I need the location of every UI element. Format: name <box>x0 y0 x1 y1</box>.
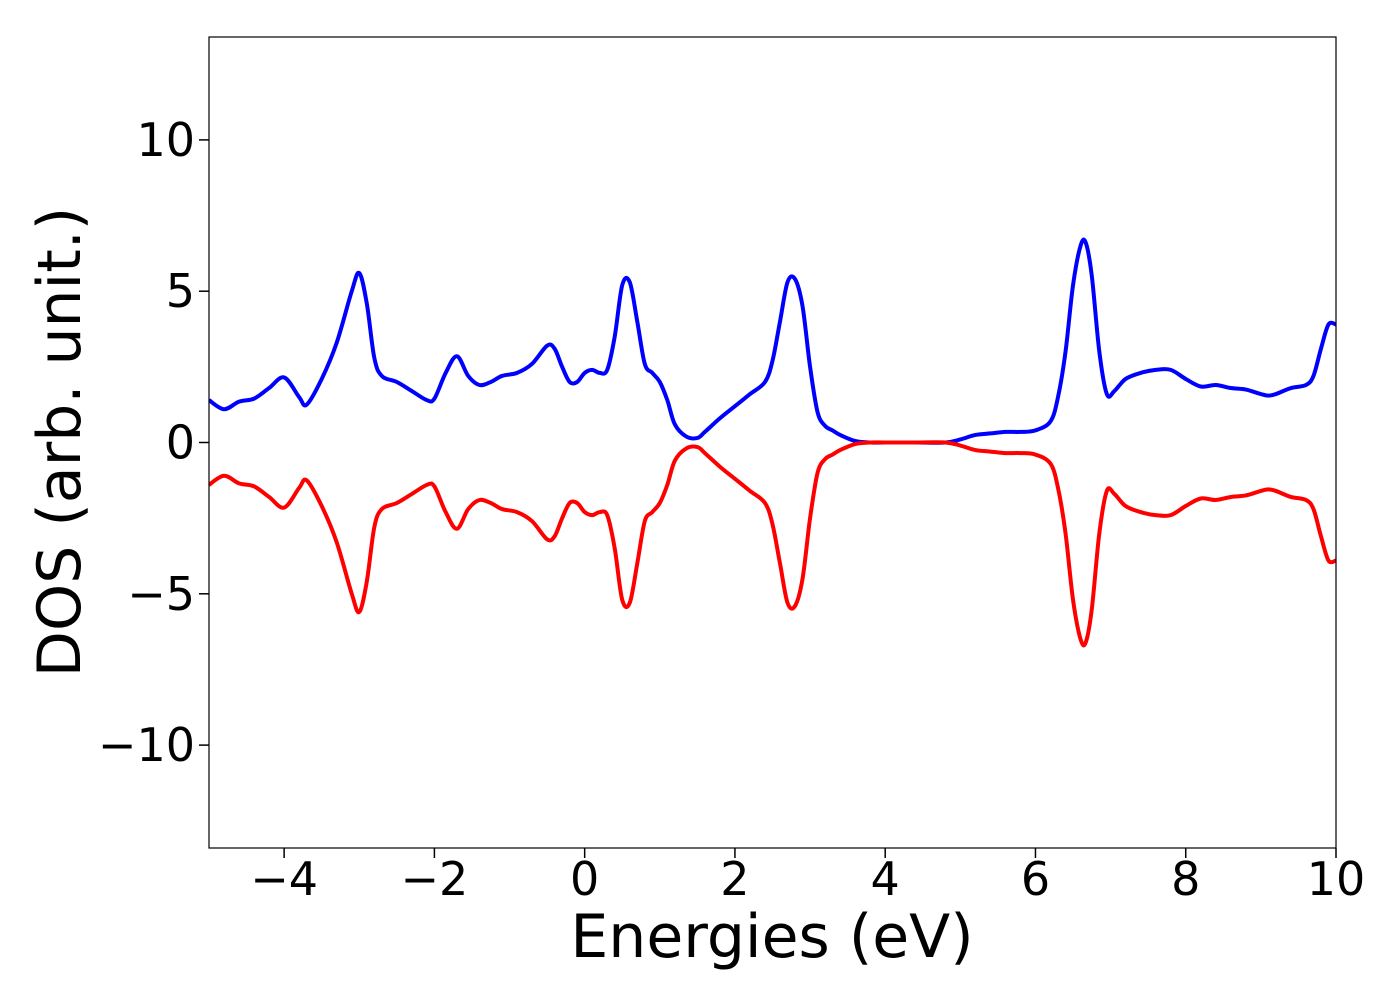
y-tick-label: −10 <box>98 718 195 772</box>
y-tick-label: 0 <box>166 416 195 470</box>
x-tick-label: 10 <box>1307 852 1366 906</box>
x-tick-label: 8 <box>1171 852 1200 906</box>
x-tick-label: −2 <box>400 852 468 906</box>
x-tick-label: 6 <box>1021 852 1050 906</box>
series-line-spin-down <box>209 440 1336 648</box>
x-axis-title: Energies (eV) <box>570 902 973 972</box>
x-tick-label: 2 <box>720 852 749 906</box>
x-axis: −4 −2 0 2 4 6 8 10 <box>250 848 1365 906</box>
plot-background <box>209 37 1336 848</box>
y-tick-label: 10 <box>136 113 195 167</box>
x-tick-label: 0 <box>570 852 599 906</box>
x-tick-label: 4 <box>871 852 900 906</box>
series-line-spin-up <box>209 237 1336 445</box>
series-layer <box>209 237 1336 648</box>
y-tick-label: −5 <box>127 567 195 621</box>
y-axis-title: DOS (arb. unit.) <box>25 207 95 677</box>
x-tick-label: −4 <box>250 852 318 906</box>
y-axis: −10 −5 0 5 10 <box>98 113 209 772</box>
y-tick-label: 5 <box>166 264 195 318</box>
